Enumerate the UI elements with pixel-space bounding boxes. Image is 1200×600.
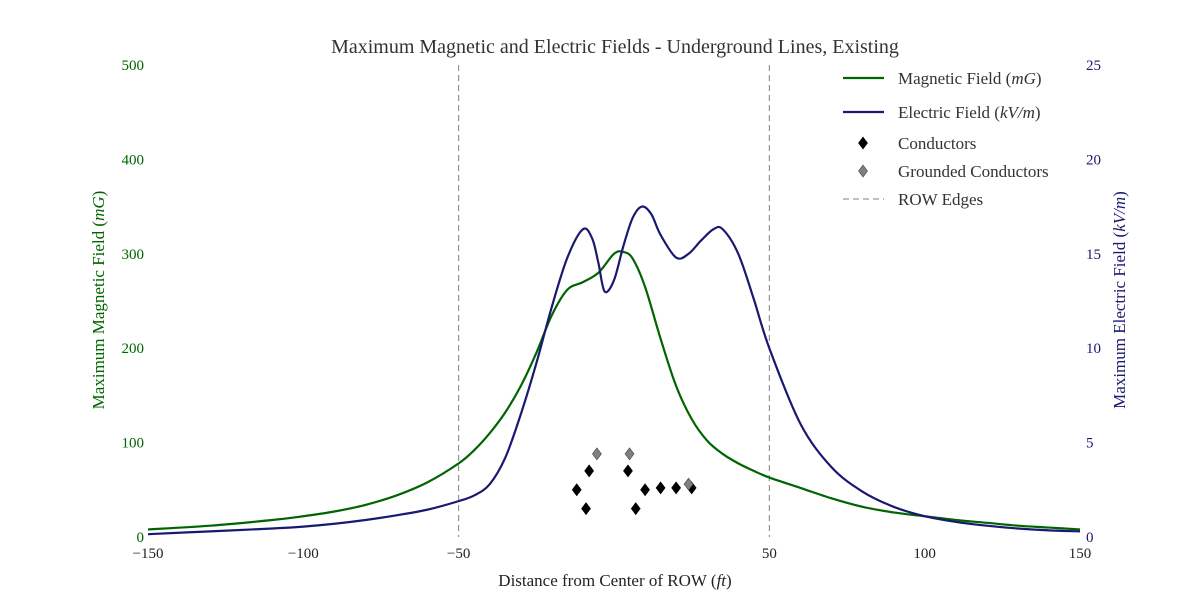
right-tick-label: 20 bbox=[1086, 152, 1101, 168]
conductor-marker bbox=[640, 483, 650, 497]
x-tick-label: −150 bbox=[133, 546, 164, 562]
legend-label: Conductors bbox=[898, 134, 976, 153]
legend-item: ROW Edges bbox=[843, 190, 983, 209]
conductor-marker bbox=[630, 502, 641, 516]
left-tick-label: 500 bbox=[122, 58, 145, 74]
right-tick-label: 0 bbox=[1086, 530, 1094, 546]
legend-label: Grounded Conductors bbox=[898, 162, 1049, 181]
legend-item: Electric Field (kV/m) bbox=[843, 103, 1041, 122]
legend-label: Magnetic Field (mG) bbox=[898, 69, 1042, 88]
right-axis-ticks: 0 5 10 15 20 25 bbox=[1086, 58, 1101, 546]
chart-title: Maximum Magnetic and Electric Fields - U… bbox=[331, 36, 899, 58]
right-tick-label: 15 bbox=[1086, 247, 1101, 263]
electric-field-line bbox=[147, 205, 1081, 536]
conductor-markers bbox=[571, 447, 697, 516]
conductor-marker bbox=[671, 481, 682, 495]
right-axis-label: Maximum Electric Field (kV/m) bbox=[1110, 191, 1129, 409]
conductor-marker bbox=[581, 502, 591, 516]
x-axis-ticks: −150 −100 −50 50 100 150 bbox=[133, 546, 1092, 562]
right-tick-label: 5 bbox=[1086, 436, 1094, 452]
series-lines bbox=[147, 205, 1081, 536]
left-axis-ticks: 0 100 200 300 400 500 bbox=[122, 58, 145, 546]
legend-swatch bbox=[858, 136, 868, 150]
conductor-marker bbox=[623, 464, 633, 478]
x-axis-label: Distance from Center of ROW (ft) bbox=[498, 571, 731, 590]
x-tick-label: 150 bbox=[1069, 546, 1092, 562]
magnetic-field-line bbox=[147, 250, 1081, 531]
conductor-marker bbox=[571, 483, 582, 497]
legend-label: Electric Field (kV/m) bbox=[898, 103, 1041, 122]
x-tick-label: 50 bbox=[762, 546, 777, 562]
grounded-conductor-marker bbox=[592, 447, 602, 461]
right-tick-label: 10 bbox=[1086, 341, 1101, 357]
x-tick-label: −50 bbox=[447, 546, 470, 562]
x-tick-label: 100 bbox=[913, 546, 936, 562]
conductor-marker bbox=[584, 464, 595, 478]
legend-item: Grounded Conductors bbox=[858, 162, 1049, 181]
left-tick-label: 400 bbox=[122, 152, 145, 168]
conductor-marker bbox=[655, 481, 666, 495]
x-tick-label: −100 bbox=[288, 546, 319, 562]
legend-label: ROW Edges bbox=[898, 190, 983, 209]
legend-item: Conductors bbox=[858, 134, 976, 153]
left-tick-label: 300 bbox=[122, 247, 145, 263]
left-tick-label: 0 bbox=[137, 530, 145, 546]
legend: Magnetic Field (mG) Electric Field (kV/m)… bbox=[843, 69, 1049, 209]
grounded-conductor-marker bbox=[624, 447, 635, 461]
row-edges bbox=[458, 65, 770, 537]
left-axis-label: Maximum Magnetic Field (mG) bbox=[89, 191, 108, 410]
grounded-conductor-marker bbox=[683, 477, 694, 491]
left-tick-label: 200 bbox=[122, 341, 145, 357]
legend-swatch bbox=[858, 164, 868, 178]
legend-item: Magnetic Field (mG) bbox=[843, 69, 1042, 88]
right-tick-label: 25 bbox=[1086, 58, 1101, 74]
left-tick-label: 100 bbox=[122, 436, 145, 452]
